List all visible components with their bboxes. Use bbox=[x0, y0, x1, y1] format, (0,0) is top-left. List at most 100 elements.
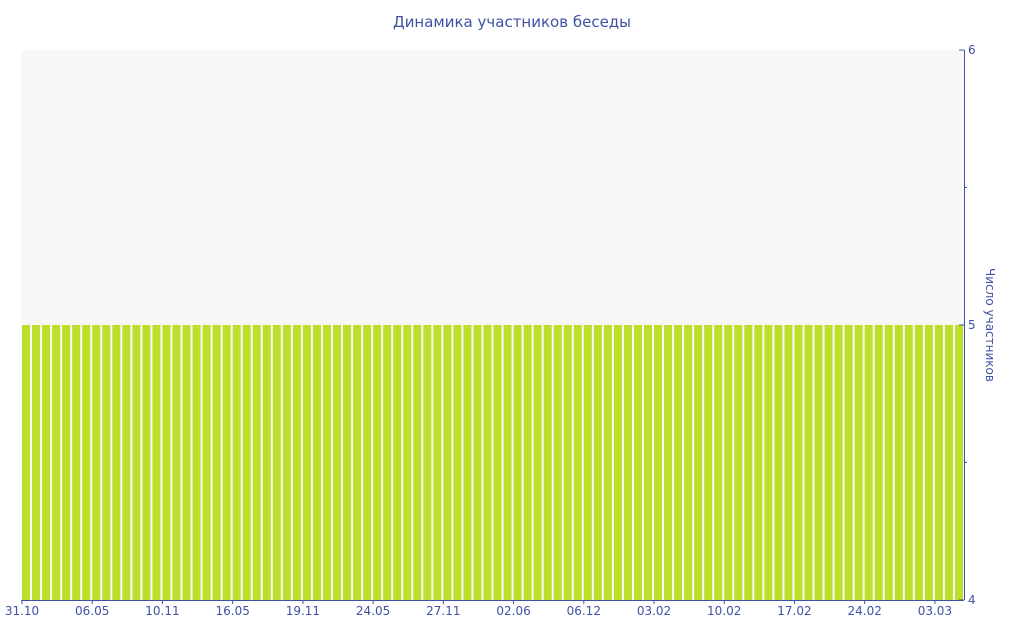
bar bbox=[603, 325, 612, 600]
bar bbox=[764, 325, 773, 600]
x-tick-label: 03.03 bbox=[918, 604, 952, 618]
bar bbox=[393, 325, 402, 600]
bar bbox=[302, 325, 311, 600]
x-tick-label: 24.05 bbox=[356, 604, 390, 618]
bar bbox=[563, 325, 572, 600]
y-tick-label: 4 bbox=[968, 593, 976, 607]
bar bbox=[623, 325, 632, 600]
x-tick-label: 31.10 bbox=[5, 604, 39, 618]
bar bbox=[262, 325, 271, 600]
bar bbox=[82, 325, 91, 600]
bar bbox=[463, 325, 472, 600]
bar bbox=[112, 325, 121, 600]
bar bbox=[493, 325, 502, 600]
bar bbox=[232, 325, 241, 600]
bar bbox=[674, 325, 683, 600]
x-tick-label: 17.02 bbox=[777, 604, 811, 618]
bar bbox=[543, 325, 552, 600]
bar bbox=[583, 325, 592, 600]
bar bbox=[322, 325, 331, 600]
bar bbox=[473, 325, 482, 600]
bar bbox=[292, 325, 301, 600]
bar bbox=[242, 325, 251, 600]
bar bbox=[332, 325, 342, 600]
bar bbox=[22, 325, 31, 600]
bar bbox=[453, 325, 462, 600]
bar bbox=[122, 325, 131, 600]
bar bbox=[654, 325, 663, 600]
bar bbox=[854, 325, 863, 600]
bar bbox=[664, 325, 673, 600]
bar bbox=[353, 325, 362, 600]
bar bbox=[142, 325, 151, 600]
bar bbox=[212, 325, 221, 600]
bar bbox=[182, 325, 191, 600]
bar bbox=[282, 325, 291, 600]
bar bbox=[102, 325, 111, 600]
bar bbox=[573, 325, 582, 600]
bar bbox=[884, 325, 893, 600]
x-tick-label: 10.11 bbox=[145, 604, 179, 618]
bar bbox=[613, 325, 622, 600]
bar bbox=[874, 325, 883, 600]
bar bbox=[914, 325, 923, 600]
x-tick-label: 19.11 bbox=[286, 604, 320, 618]
bar bbox=[172, 325, 181, 600]
y-axis-label: Число участников bbox=[983, 268, 997, 382]
bar bbox=[533, 325, 542, 600]
bar bbox=[834, 325, 843, 600]
x-tick-label: 10.02 bbox=[707, 604, 741, 618]
bar bbox=[523, 325, 532, 600]
bar bbox=[794, 325, 803, 600]
x-tick-label: 24.02 bbox=[848, 604, 882, 618]
bar bbox=[52, 325, 61, 600]
x-tick-label: 16.05 bbox=[215, 604, 249, 618]
bar bbox=[633, 325, 642, 600]
bar bbox=[42, 325, 51, 600]
bar bbox=[383, 325, 392, 600]
bar bbox=[704, 325, 713, 600]
bar bbox=[734, 325, 743, 600]
bar bbox=[593, 325, 602, 600]
x-tick-label: 27.11 bbox=[426, 604, 460, 618]
bar bbox=[643, 325, 653, 600]
bar bbox=[72, 325, 81, 600]
bar bbox=[443, 325, 452, 600]
bar bbox=[192, 325, 201, 600]
bar bbox=[944, 325, 953, 600]
bar bbox=[152, 325, 161, 600]
bar bbox=[864, 325, 873, 600]
x-tick-label: 03.02 bbox=[637, 604, 671, 618]
bar bbox=[312, 325, 321, 600]
bar bbox=[403, 325, 412, 600]
bar bbox=[904, 325, 913, 600]
x-tick-label: 02.06 bbox=[496, 604, 530, 618]
bar bbox=[132, 325, 141, 600]
bar bbox=[423, 325, 432, 600]
bar bbox=[774, 325, 783, 600]
bar bbox=[744, 325, 753, 600]
bar bbox=[714, 325, 723, 600]
bar bbox=[202, 325, 211, 600]
bar bbox=[954, 325, 963, 600]
bar bbox=[343, 325, 352, 600]
y-tick-label: 6 bbox=[968, 43, 976, 57]
bar bbox=[433, 325, 442, 600]
bar bbox=[724, 325, 733, 600]
bar bbox=[162, 325, 171, 600]
bar bbox=[894, 325, 903, 600]
bar bbox=[222, 325, 231, 600]
bar bbox=[844, 325, 853, 600]
bar bbox=[92, 325, 101, 600]
bar bbox=[413, 325, 422, 600]
bar bbox=[483, 325, 492, 600]
y-tick-label: 5 bbox=[968, 318, 976, 332]
x-tick-label: 06.05 bbox=[75, 604, 109, 618]
bar bbox=[32, 325, 41, 600]
bar bbox=[62, 325, 71, 600]
bar bbox=[934, 325, 943, 600]
bar bbox=[804, 325, 813, 600]
bar bbox=[252, 325, 261, 600]
bar bbox=[824, 325, 833, 600]
